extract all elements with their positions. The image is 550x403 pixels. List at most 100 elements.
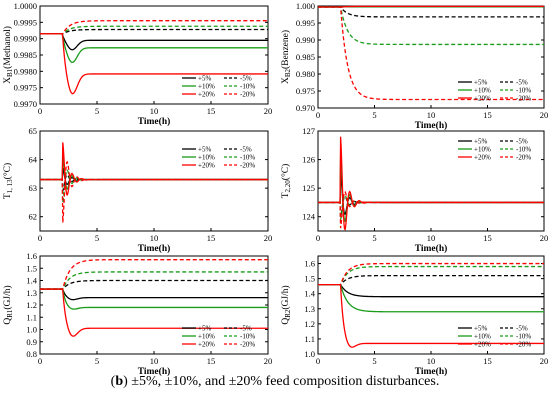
figure-caption: (b) ±5%, ±10%, and ±20% feed composition… — [110, 374, 440, 389]
y-axis-label: XB2(Benzene) — [280, 30, 292, 84]
legend-label: +10% — [198, 154, 215, 162]
series-line-2 — [318, 274, 544, 286]
legend-label: +20% — [474, 154, 491, 162]
y-tick-label: 0.995 — [296, 18, 315, 28]
series-line-2 — [40, 279, 268, 290]
legend-label: +20% — [474, 341, 491, 349]
legend-label: +5% — [198, 75, 211, 83]
series-line-1 — [40, 288, 268, 301]
legend-label: -10% — [516, 87, 531, 95]
series-line-1 — [40, 33, 268, 51]
y-tick-label: 0.9980 — [14, 66, 37, 76]
caption-text: ±5%, ±10%, and ±20% feed composition dis… — [127, 374, 440, 389]
chart-panel-4: 124 125 126 127 0 5 10 15 20 Time(h) T2,20(°C) +5% -… — [280, 126, 548, 254]
y-axis-label: XB1(Methanol) — [2, 26, 14, 84]
legend-label: -10% — [240, 154, 255, 162]
x-tick-label: 0 — [38, 106, 42, 116]
x-tick-label: 10 — [427, 233, 436, 243]
x-tick-label: 5 — [372, 233, 376, 243]
legend-label: +20% — [198, 91, 215, 99]
legend-label: +5% — [474, 79, 487, 87]
y-tick-label: 1.3 — [26, 288, 37, 298]
x-axis-label: Time(h) — [415, 243, 448, 254]
y-axis-label: T2,20(°C) — [280, 164, 292, 199]
legend-label: +20% — [198, 162, 215, 170]
series-line-5 — [318, 5, 544, 8]
plot-frame — [39, 255, 269, 355]
y-tick-label: 0.975 — [296, 86, 315, 96]
y-tick-label: 0.9970 — [14, 99, 37, 109]
y-tick-label: 0.985 — [296, 52, 315, 62]
x-tick-label: 5 — [372, 356, 376, 366]
series-line-5 — [40, 33, 268, 95]
series-line-6 — [40, 20, 268, 35]
x-tick-label: 5 — [95, 356, 99, 366]
y-tick-label: 126 — [302, 155, 315, 165]
series-line-2 — [318, 6, 544, 18]
legend-label: -20% — [240, 162, 255, 170]
legend-label: +10% — [198, 333, 215, 341]
y-tick-label: 1.5 — [26, 263, 37, 273]
x-tick-label: 10 — [150, 233, 159, 243]
y-tick-label: 1.6 — [304, 259, 315, 269]
series-line-4 — [318, 6, 544, 46]
y-tick-label: 0.9 — [26, 337, 37, 347]
y-tick-label: 1.0000 — [14, 1, 37, 11]
legend-label: +5% — [474, 138, 487, 146]
series-line-5 — [318, 136, 544, 231]
legend-label: -20% — [516, 341, 531, 349]
legend-label: +20% — [474, 95, 491, 103]
x-axis-label: Time(h) — [415, 366, 448, 377]
legend-label: -20% — [240, 341, 255, 349]
y-tick-label: 1.1 — [26, 312, 37, 322]
legend-label: +10% — [198, 83, 215, 91]
x-tick-label: 15 — [207, 356, 216, 366]
x-tick-label: 0 — [316, 356, 320, 366]
series-line-3 — [318, 283, 544, 313]
x-tick-label: 20 — [540, 356, 549, 366]
plot-frame — [317, 130, 545, 232]
y-tick-label: 0.8 — [26, 349, 37, 359]
series-line-3 — [40, 288, 268, 310]
y-tick-label: 0.9990 — [14, 34, 37, 44]
x-tick-label: 15 — [207, 106, 216, 116]
y-tick-label: 0.9975 — [14, 83, 37, 93]
y-tick-label: 0.980 — [296, 69, 315, 79]
series-line-6 — [318, 6, 544, 101]
y-tick-label: 124 — [302, 212, 316, 222]
x-axis-label: Time(h) — [138, 366, 171, 377]
y-tick-label: 65 — [29, 126, 38, 136]
x-tick-label: 15 — [483, 110, 492, 120]
legend-label: +5% — [198, 325, 211, 333]
y-tick-label: 62 — [29, 212, 38, 222]
y-tick-label: 64 — [29, 155, 38, 165]
x-axis-label: Time(h) — [138, 243, 171, 254]
x-axis-label: Time(h) — [415, 120, 448, 131]
legend-label: +10% — [474, 87, 491, 95]
x-tick-label: 0 — [38, 233, 42, 243]
x-tick-label: 15 — [483, 233, 492, 243]
x-tick-label: 10 — [427, 356, 436, 366]
legend-label: -5% — [516, 79, 528, 87]
series-line-4 — [318, 265, 544, 286]
y-tick-label: 1.6 — [26, 251, 37, 261]
legend-label: -10% — [240, 83, 255, 91]
legend-label: +5% — [474, 325, 487, 333]
series-line-5 — [40, 142, 268, 196]
legend-label: -10% — [516, 146, 531, 154]
legend-label: -10% — [240, 333, 255, 341]
y-axis-label: QR2(GJ/h) — [280, 285, 292, 324]
caption-label: b — [115, 374, 124, 389]
y-axis-label: QR1(GJ/h) — [2, 285, 14, 324]
x-tick-label: 20 — [264, 106, 273, 116]
x-tick-label: 5 — [95, 233, 99, 243]
x-tick-label: 20 — [264, 233, 273, 243]
series-line-1 — [318, 283, 544, 298]
x-tick-label: 0 — [316, 233, 320, 243]
series-line-3 — [40, 33, 268, 64]
y-tick-label: 125 — [302, 183, 315, 193]
series-line-1 — [318, 173, 544, 216]
plot-frame — [317, 5, 545, 109]
series-line-5 — [40, 288, 268, 337]
y-tick-label: 0.990 — [296, 35, 315, 45]
